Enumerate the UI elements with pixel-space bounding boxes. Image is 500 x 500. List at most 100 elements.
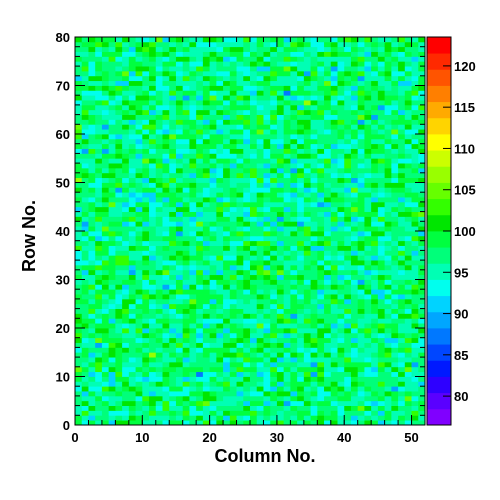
- heatmap-cell: [276, 279, 285, 285]
- heatmap-cell: [310, 255, 318, 261]
- heatmap-cell: [398, 235, 406, 242]
- heatmap-cell: [135, 303, 143, 309]
- heatmap-cell: [75, 231, 83, 237]
- heatmap-cell: [128, 405, 136, 411]
- heatmap-cell: [324, 143, 332, 149]
- heatmap-cell: [202, 352, 211, 358]
- heatmap-cell: [411, 75, 419, 82]
- heatmap-cell: [108, 420, 116, 426]
- heatmap-cell: [223, 61, 231, 67]
- heatmap-cell: [276, 119, 285, 125]
- heatmap-cell: [411, 264, 419, 271]
- heatmap-cell: [324, 289, 332, 295]
- heatmap-cell: [209, 167, 217, 174]
- heatmap-cell: [149, 264, 157, 271]
- heatmap-cell: [263, 357, 271, 363]
- heatmap-cell: [149, 400, 157, 406]
- heatmap-cell: [344, 206, 352, 212]
- heatmap-cell: [364, 260, 372, 266]
- heatmap-cell: [202, 371, 211, 377]
- heatmap-cell: [276, 192, 285, 198]
- heatmap-cell: [115, 405, 123, 411]
- heatmap-cell: [229, 153, 237, 159]
- heatmap-cell: [122, 294, 130, 300]
- palette-swatch: [427, 214, 451, 232]
- heatmap-cell: [229, 114, 237, 120]
- heatmap-cell: [290, 420, 298, 426]
- heatmap-cell: [81, 129, 89, 135]
- heatmap-cell: [95, 284, 103, 290]
- heatmap-cell: [223, 201, 231, 208]
- heatmap-cell: [404, 187, 412, 193]
- heatmap-cell: [142, 211, 150, 217]
- heatmap-cell: [263, 114, 271, 120]
- heatmap-cell: [303, 264, 311, 271]
- heatmap-cell: [81, 158, 89, 164]
- heatmap-cell: [229, 51, 237, 57]
- heatmap-cell: [276, 410, 285, 416]
- heatmap-cell: [115, 289, 123, 295]
- heatmap-cell: [216, 90, 224, 96]
- heatmap-cell: [81, 138, 89, 145]
- heatmap-cell: [122, 410, 130, 416]
- heatmap-cell: [223, 269, 231, 276]
- heatmap-cell: [88, 342, 96, 348]
- heatmap-cell: [88, 410, 96, 416]
- heatmap-cell: [189, 177, 197, 183]
- heatmap-cell: [276, 260, 285, 266]
- heatmap-cell: [209, 357, 217, 363]
- heatmap-cell: [357, 235, 365, 242]
- heatmap-cell: [81, 104, 89, 111]
- heatmap-cell: [175, 386, 184, 392]
- heatmap-cell: [209, 221, 217, 227]
- heatmap-cell: [330, 366, 338, 373]
- heatmap-cell: [317, 206, 325, 212]
- heatmap-cell: [122, 226, 130, 232]
- heatmap-cell: [418, 221, 426, 227]
- heatmap-cell: [196, 347, 204, 353]
- heatmap-cell: [290, 318, 298, 324]
- heatmap-cell: [182, 51, 190, 57]
- heatmap-cell: [297, 85, 305, 91]
- heatmap-cell: [155, 153, 163, 159]
- heatmap-cell: [115, 255, 123, 261]
- heatmap-cell: [377, 328, 386, 334]
- heatmap-cell: [223, 274, 231, 280]
- heatmap-cell: [337, 187, 345, 193]
- heatmap-cell: [149, 235, 157, 242]
- heatmap-cell: [122, 134, 130, 140]
- heatmap-cell: [101, 420, 110, 426]
- heatmap-cell: [202, 405, 211, 411]
- heatmap-cell: [149, 328, 157, 334]
- heatmap-cell: [418, 153, 426, 159]
- heatmap-cell: [135, 95, 143, 101]
- heatmap-cell: [256, 172, 264, 179]
- heatmap-cell: [169, 415, 177, 421]
- heatmap-cell: [108, 197, 116, 203]
- heatmap-cell: [196, 279, 204, 285]
- heatmap-cell: [209, 323, 217, 329]
- heatmap-cell: [162, 240, 170, 246]
- heatmap-cell: [175, 250, 184, 256]
- heatmap-cell: [357, 376, 365, 382]
- palette-swatch: [427, 376, 451, 394]
- heatmap-cell: [236, 70, 244, 77]
- heatmap-cell: [189, 41, 197, 48]
- heatmap-cell: [169, 90, 177, 96]
- heatmap-cell: [223, 80, 231, 86]
- heatmap-cell: [95, 206, 103, 212]
- heatmap-cell: [337, 260, 345, 266]
- heatmap-cell: [391, 420, 399, 426]
- heatmap-cell: [256, 104, 264, 111]
- heatmap-cell: [128, 201, 136, 208]
- heatmap-cell: [303, 337, 311, 343]
- heatmap-cell: [189, 129, 197, 135]
- heatmap-cell: [324, 66, 332, 72]
- palette-swatch: [427, 263, 451, 280]
- heatmap-cell: [135, 197, 143, 203]
- heatmap-cell: [149, 255, 157, 261]
- heatmap-cell: [364, 56, 372, 62]
- heatmap-cell: [418, 371, 426, 377]
- heatmap-cell: [371, 298, 379, 305]
- heatmap-cell: [216, 303, 224, 309]
